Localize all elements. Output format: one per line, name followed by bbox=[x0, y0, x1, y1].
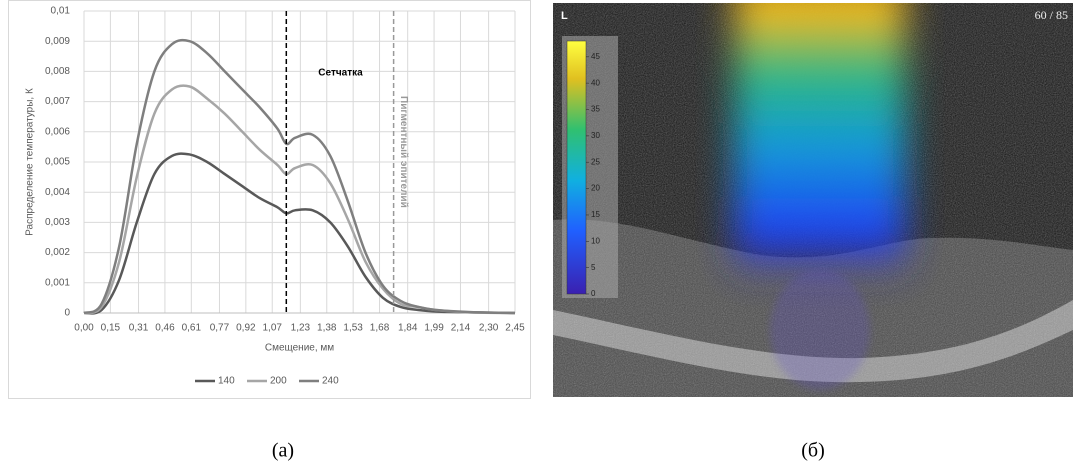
y-tick-label: 0,007 bbox=[45, 96, 70, 107]
beam-tail bbox=[770, 270, 870, 390]
x-tick-label: 0,15 bbox=[101, 323, 121, 334]
x-tick-label: 2,14 bbox=[451, 323, 471, 334]
colorbar-tick-label: 5 bbox=[591, 263, 596, 272]
y-axis-label: Распределение температуры, К bbox=[25, 88, 36, 236]
x-tick-label: 1,99 bbox=[424, 323, 444, 334]
legend-label: 200 bbox=[270, 376, 287, 387]
caption: (а) bbox=[272, 440, 294, 462]
y-tick-label: 0,003 bbox=[45, 217, 70, 228]
y-tick-label: 0,008 bbox=[45, 66, 70, 77]
y-tick-label: 0 bbox=[64, 308, 70, 319]
x-tick-label: 2,45 bbox=[505, 323, 525, 334]
x-axis-label: Смещение, мм bbox=[265, 343, 334, 354]
x-tick-label: 1,84 bbox=[398, 323, 418, 334]
colorbar-tick-label: 40 bbox=[591, 78, 600, 87]
legend-label: 140 bbox=[218, 376, 235, 387]
marker-label: Пигментный эпителий bbox=[398, 96, 409, 208]
x-tick-label: 0,92 bbox=[236, 323, 256, 334]
temperature-beam bbox=[735, 3, 905, 280]
y-tick-label: 0,001 bbox=[45, 277, 70, 288]
legend-label: 240 bbox=[322, 376, 339, 387]
line-series bbox=[83, 84, 516, 315]
y-tick-label: 0,006 bbox=[45, 126, 70, 137]
colorbar-tick-label: 30 bbox=[591, 131, 600, 140]
colorbar-tick-label: 15 bbox=[591, 210, 600, 219]
colorbar-tick-label: 0 bbox=[591, 289, 596, 298]
colorbar-tick-label: 20 bbox=[591, 184, 600, 193]
colorbar-tick-label: 35 bbox=[591, 105, 600, 114]
y-tick-label: 0,004 bbox=[45, 187, 70, 198]
frame-label: 60 / 85 bbox=[1035, 8, 1068, 22]
x-tick-label: 1,68 bbox=[370, 323, 390, 334]
y-tick-label: 0,01 bbox=[51, 6, 71, 17]
plot-area: 0 0,001 0,002 0,003 0,004 0,005 0,006 0,007 0,00… bbox=[25, 6, 526, 387]
y-tick-label: 0,005 bbox=[45, 157, 70, 168]
y-tick-label: 0,002 bbox=[45, 247, 70, 258]
marker-label: Сетчатка bbox=[318, 68, 363, 79]
x-tick-label: 1,38 bbox=[317, 323, 337, 334]
x-tick-label: 1,07 bbox=[262, 323, 282, 334]
x-tick-label: 0,46 bbox=[155, 323, 175, 334]
caption: (б) bbox=[801, 440, 825, 462]
colorbar bbox=[566, 40, 587, 295]
line-series bbox=[83, 38, 516, 315]
chart-frame bbox=[8, 0, 531, 399]
x-tick-label: 1,23 bbox=[291, 323, 311, 334]
x-tick-label: 0,77 bbox=[210, 323, 230, 334]
oct-image bbox=[553, 3, 1073, 397]
y-tick-label: 0,009 bbox=[45, 36, 70, 47]
corner-label: L bbox=[561, 10, 568, 22]
image-overlay: 0 5 10 15 20 25 30 35 40 45 bbox=[586, 52, 600, 298]
x-tick-label: 2,30 bbox=[479, 323, 499, 334]
x-tick-label: 0,61 bbox=[182, 323, 202, 334]
colorbar-tick-label: 45 bbox=[591, 52, 600, 61]
x-tick-label: 0,00 bbox=[74, 323, 94, 334]
colorbar-tick-label: 25 bbox=[591, 157, 600, 166]
x-tick-label: 1,53 bbox=[343, 323, 363, 334]
x-tick-label: 0,31 bbox=[129, 323, 149, 334]
line-series bbox=[83, 152, 516, 315]
colorbar-tick-label: 10 bbox=[591, 236, 600, 245]
